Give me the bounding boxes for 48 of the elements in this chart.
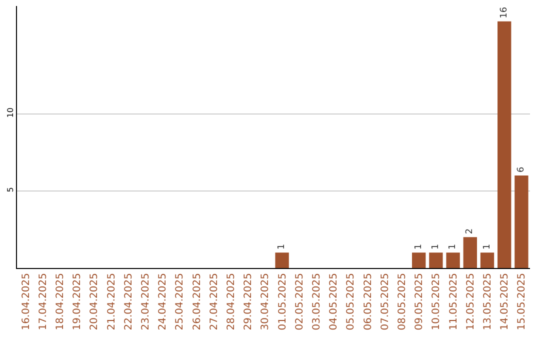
data-label: 6 bbox=[516, 166, 526, 173]
x-tick-label: 24.04.2025 bbox=[158, 273, 169, 330]
x-tick-label: 18.04.2025 bbox=[55, 273, 66, 330]
x-tick-label: 15.05.2025 bbox=[516, 273, 528, 330]
data-label: 1 bbox=[414, 244, 424, 250]
y-tick-label: 10 bbox=[6, 108, 15, 118]
x-tick-label: 06.05.2025 bbox=[362, 273, 374, 330]
bar bbox=[514, 176, 528, 268]
x-tick-label: 01.05.2025 bbox=[277, 273, 288, 330]
x-tick-label: 14.05.2025 bbox=[500, 273, 511, 330]
bar bbox=[429, 252, 443, 268]
bar bbox=[480, 252, 494, 268]
x-tick-label: 09.05.2025 bbox=[414, 273, 426, 330]
x-tick-label: 13.05.2025 bbox=[482, 273, 494, 330]
x-tick-label: 03.05.2025 bbox=[312, 273, 322, 330]
data-label: 1 bbox=[482, 244, 492, 250]
y-tick-label: 5 bbox=[6, 187, 15, 192]
data-label: 1 bbox=[277, 244, 288, 250]
x-tick-label: 29.04.2025 bbox=[243, 273, 254, 330]
data-label: 16 bbox=[499, 6, 510, 18]
bar bbox=[463, 237, 477, 268]
x-tick-label: 04.05.2025 bbox=[328, 273, 340, 330]
x-tick-label: 23.04.2025 bbox=[140, 273, 152, 330]
x-tick-label: 11.05.2025 bbox=[448, 273, 460, 330]
x-tick-label: 20.04.2025 bbox=[89, 273, 100, 330]
x-tick-label: 19.04.2025 bbox=[72, 273, 84, 330]
x-tick-label: 27.04.2025 bbox=[208, 273, 220, 330]
x-tick-label: 02.05.2025 bbox=[294, 273, 306, 330]
bar bbox=[275, 252, 289, 268]
x-tick-label: 26.04.2025 bbox=[192, 273, 203, 330]
x-tick-label: 30.04.2025 bbox=[260, 273, 272, 330]
x-tick-label: 28.04.2025 bbox=[226, 273, 237, 330]
x-tick-label: 16.04.2025 bbox=[20, 273, 32, 330]
x-tick-label: 05.05.2025 bbox=[346, 273, 357, 330]
x-tick-label: 21.04.2025 bbox=[106, 273, 118, 330]
x-tick-label: 10.05.2025 bbox=[431, 273, 442, 330]
x-tick-label: 08.05.2025 bbox=[397, 273, 408, 330]
bar bbox=[446, 252, 460, 268]
x-tick-label: 22.04.2025 bbox=[123, 273, 134, 330]
x-tick-label: 07.05.2025 bbox=[380, 273, 391, 330]
x-tick-label: 25.04.2025 bbox=[174, 273, 186, 330]
data-label: 2 bbox=[465, 228, 476, 234]
data-label: 1 bbox=[430, 244, 441, 250]
bar bbox=[498, 21, 512, 268]
x-tick-label: 12.05.2025 bbox=[465, 273, 476, 330]
x-tick-label: 17.04.2025 bbox=[38, 273, 49, 330]
data-label: 1 bbox=[448, 244, 458, 250]
bar bbox=[412, 252, 426, 268]
